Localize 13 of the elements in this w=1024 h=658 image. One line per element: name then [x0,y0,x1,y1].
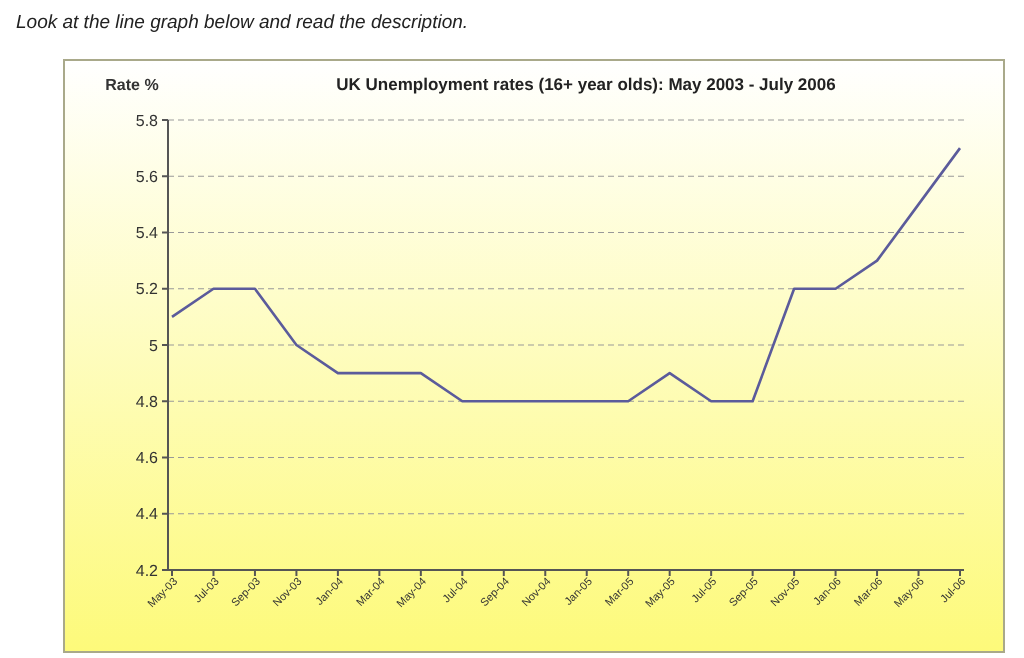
y-tick-label: 5.2 [135,280,160,299]
y-tick-label: 4.2 [135,561,160,580]
chart-title: UK Unemployment rates (16+ year olds): May 2003 - July 2006 [336,74,837,94]
y-tick-label: 4.8 [135,392,160,411]
y-tick-label: 5 [149,336,160,355]
line-series [170,146,962,403]
y-tick-label: 4.6 [135,449,160,468]
y-tick-label: 5.8 [135,111,160,130]
y-tick-label: 5.4 [135,224,160,243]
y-tick-label: 5.6 [135,167,160,186]
y-tick-label: 4.4 [135,505,160,524]
text: Look at the line graph below and read the description. [16,12,469,34]
y-axis-title: Rate % [105,76,159,94]
